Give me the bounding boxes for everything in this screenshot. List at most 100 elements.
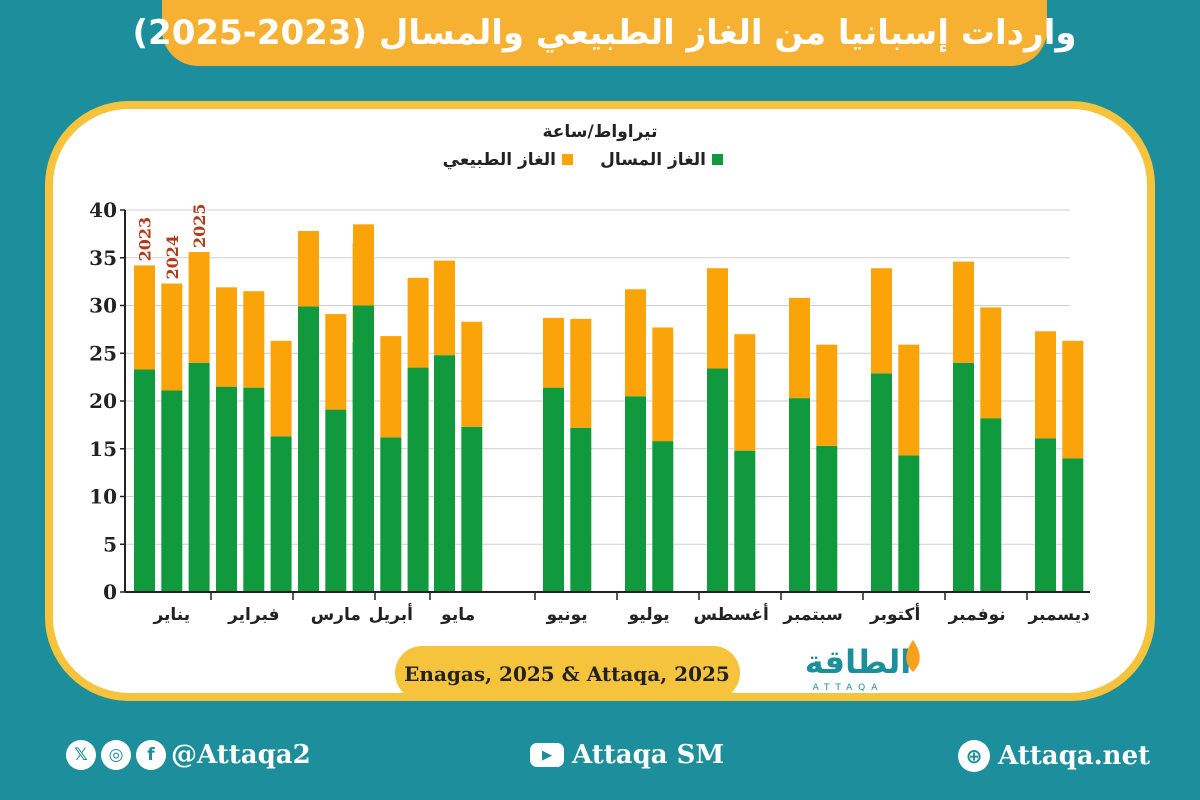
x-tick-label: نوفمبر <box>948 605 1006 625</box>
instagram-icon[interactable]: ◎ <box>101 740 131 770</box>
bar-natural-gas <box>161 283 183 391</box>
bar-lng <box>1035 438 1056 592</box>
title-banner: واردات إسبانيا من الغاز الطبيعي والمسال … <box>133 0 1077 66</box>
bar-natural-gas <box>243 291 265 388</box>
x-icon[interactable]: 𝕏 <box>66 740 96 770</box>
y-tick-label: 5 <box>103 532 117 556</box>
bar-natural-gas <box>216 287 237 387</box>
bar-natural-gas <box>871 268 892 374</box>
bar-natural-gas <box>625 289 646 397</box>
bar-natural-gas <box>380 336 402 438</box>
bar-natural-gas <box>270 340 292 437</box>
x-tick-label: يناير <box>152 605 190 625</box>
bar-lng <box>543 387 564 592</box>
year-label: 2025 <box>190 203 209 248</box>
bar-natural-gas <box>980 307 1002 419</box>
legend-swatch-lng <box>712 154 723 165</box>
y-tick-label: 0 <box>103 580 117 604</box>
source-pill <box>395 646 740 700</box>
x-tick-label: أكتوبر <box>869 603 920 625</box>
logo-subtext: ATTAQA <box>813 683 884 693</box>
bar-lng <box>188 362 210 592</box>
bar-natural-gas <box>298 231 319 307</box>
y-tick-label: 20 <box>89 389 117 413</box>
bar-lng <box>1062 458 1084 592</box>
x-tick-label: سبتمبر <box>782 605 843 625</box>
bar-natural-gas <box>353 224 374 306</box>
social-links: 𝕏 ◎ f @Attaqa2 <box>66 740 311 770</box>
unit-label: تيراواط/ساعة <box>542 122 657 142</box>
bar-natural-gas <box>325 314 347 410</box>
bar-natural-gas <box>734 334 756 451</box>
bar-natural-gas <box>434 260 455 356</box>
y-tick-label: 40 <box>89 198 117 222</box>
bar-lng <box>134 369 155 592</box>
youtube-channel[interactable]: Attaqa SM <box>572 740 725 770</box>
x-tick-label: مارس <box>311 605 361 625</box>
footer-bar: 𝕏 ◎ f @Attaqa2 ▶ Attaqa SM ⊕ Attaqa.net <box>0 730 1200 790</box>
x-tick-label: أبريل <box>369 603 413 625</box>
y-tick-label: 25 <box>89 341 117 365</box>
youtube-icon[interactable]: ▶ <box>530 743 564 767</box>
y-tick-label: 30 <box>89 294 117 318</box>
bar-natural-gas <box>461 321 483 427</box>
bar-lng <box>298 306 319 592</box>
y-tick-label: 15 <box>89 437 117 461</box>
x-tick-label: يونيو <box>546 605 588 625</box>
y-tick-label: 35 <box>89 246 117 270</box>
x-tick-label: ديسمبر <box>1027 605 1090 625</box>
bar-lng <box>898 455 920 592</box>
x-tick-label: مايو <box>440 605 475 625</box>
bar-natural-gas <box>543 317 564 388</box>
legend-label-natural-gas: الغاز الطبيعي <box>443 150 556 170</box>
facebook-icon[interactable]: f <box>136 740 166 770</box>
x-tick-label: فبراير <box>227 605 279 625</box>
bar-lng <box>216 386 237 592</box>
bar-lng <box>161 390 183 592</box>
x-tick-label: أغسطس <box>693 603 768 625</box>
source-text: Enagas, 2025 & Attaqa, 2025 <box>404 662 730 686</box>
youtube-link: ▶ Attaqa SM <box>530 740 724 770</box>
bar-lng <box>434 355 455 592</box>
bar-natural-gas <box>816 344 838 446</box>
bar-lng <box>570 427 592 592</box>
legend-label-lng: الغاز المسال <box>600 150 706 170</box>
bar-lng <box>652 441 674 592</box>
bar-lng <box>789 398 810 592</box>
logo-wordmark: الطاقة <box>805 643 912 681</box>
website-link: ⊕ Attaqa.net <box>958 740 1150 772</box>
website-url[interactable]: Attaqa.net <box>998 741 1151 771</box>
bar-natural-gas <box>898 344 920 456</box>
bar-natural-gas <box>707 268 728 369</box>
bar-lng <box>270 436 292 592</box>
bar-lng <box>625 396 646 592</box>
bar-lng <box>407 367 429 592</box>
bar-natural-gas <box>188 252 210 363</box>
legend-swatch-natural-gas <box>562 154 573 165</box>
bar-natural-gas <box>570 318 592 428</box>
bar-lng <box>734 450 756 592</box>
bar-natural-gas <box>407 277 429 368</box>
chart-title: واردات إسبانيا من الغاز الطبيعي والمسال … <box>132 13 1077 53</box>
bar-natural-gas <box>953 261 974 363</box>
bar-lng <box>243 387 265 592</box>
bar-lng <box>707 368 728 592</box>
social-handle[interactable]: @Attaqa2 <box>171 740 311 770</box>
bar-natural-gas <box>1035 331 1056 439</box>
x-tick-label: يوليو <box>628 605 670 625</box>
bar-lng <box>953 362 974 592</box>
globe-icon[interactable]: ⊕ <box>958 740 990 772</box>
bar-lng <box>816 445 838 592</box>
bar-natural-gas <box>134 265 155 370</box>
bar-lng <box>461 426 483 592</box>
bar-lng <box>325 409 347 592</box>
year-label: 2024 <box>163 235 182 280</box>
bar-natural-gas <box>1062 340 1084 459</box>
bar-lng <box>353 305 374 592</box>
bar-lng <box>380 437 402 592</box>
bar-natural-gas <box>789 297 810 399</box>
y-tick-label: 10 <box>89 485 117 509</box>
bar-natural-gas <box>652 327 674 442</box>
flame-icon <box>906 640 920 672</box>
